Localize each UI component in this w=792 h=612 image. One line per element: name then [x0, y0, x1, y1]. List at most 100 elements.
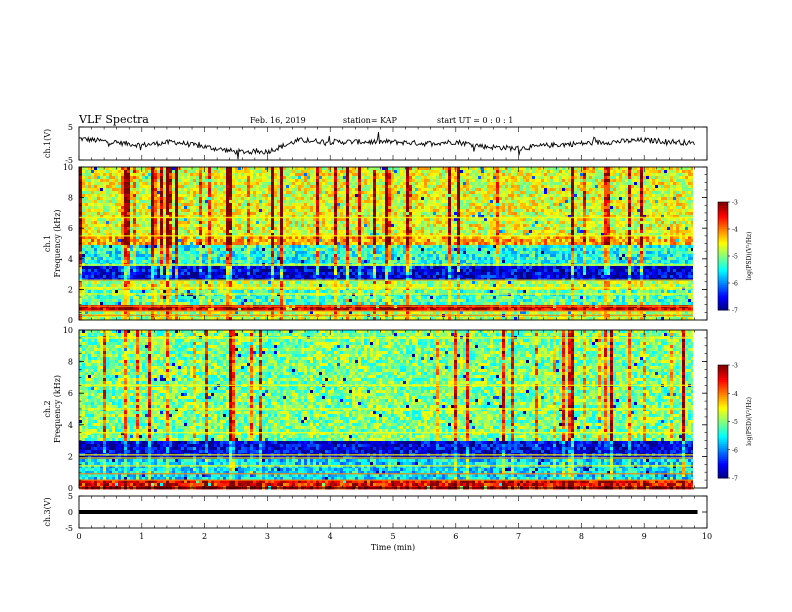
spectrogram-cell: [199, 176, 202, 180]
spectrogram-cell: [97, 224, 100, 228]
spectrogram-cell: [337, 170, 340, 174]
spectrogram-cell: [559, 224, 562, 228]
spectrogram-cell: [160, 182, 163, 186]
spectrogram-cell: [553, 221, 556, 225]
spectrogram-cell: [439, 179, 442, 183]
spectrogram-cell: [346, 203, 349, 207]
spectrogram-cell: [511, 209, 514, 213]
spectrogram-cell: [640, 224, 643, 228]
spectrogram-cell: [109, 212, 112, 216]
spectrogram-cell: [460, 206, 463, 210]
spectrogram-cell: [307, 179, 310, 183]
spectrogram-cell: [184, 170, 187, 174]
spectrogram-cell: [205, 212, 208, 216]
spectrogram-cell: [628, 200, 631, 204]
spectrogram-cell: [334, 200, 337, 204]
spectrogram-cell: [685, 188, 688, 192]
spectrogram-cell: [310, 230, 313, 234]
spectrogram-cell: [595, 176, 598, 180]
spectrogram-cell: [403, 200, 406, 204]
spectrogram-cell: [103, 167, 106, 171]
spectrogram-cell: [472, 200, 475, 204]
spectrogram-cell: [595, 200, 598, 204]
spectrogram-cell: [568, 191, 571, 195]
spectrogram-cell: [226, 221, 229, 225]
spectrogram-cell: [421, 173, 424, 177]
spectrogram-cell: [478, 176, 481, 180]
spectrogram-cell: [445, 203, 448, 207]
spectrogram-cell: [322, 170, 325, 174]
spectrogram-cell: [505, 179, 508, 183]
spectrogram-cell: [604, 173, 607, 177]
spectrogram-cell: [256, 224, 259, 228]
spectrogram-cell: [292, 191, 295, 195]
spectrogram-cell: [463, 170, 466, 174]
spectrogram-cell: [124, 170, 127, 174]
spectrogram-cell: [589, 170, 592, 174]
spectrogram-cell: [592, 230, 595, 234]
spectrogram-cell: [628, 194, 631, 198]
spectrogram-cell: [460, 230, 463, 234]
spectrogram-cell: [352, 209, 355, 213]
spectrogram-cell: [328, 194, 331, 198]
spectrogram-cell: [94, 218, 97, 222]
spectrogram-cell: [94, 209, 97, 213]
spectrogram-cell: [628, 173, 631, 177]
spectrogram-cell: [88, 194, 91, 198]
spectrogram-cell: [247, 209, 250, 213]
spectrogram-cell: [568, 188, 571, 192]
spectrogram-cell: [526, 227, 529, 231]
spectrogram-cell: [532, 185, 535, 189]
spectrogram-cell: [148, 239, 151, 243]
spectrogram-cell: [331, 206, 334, 210]
spectrogram-cell: [460, 188, 463, 192]
spectrogram-cell: [601, 167, 604, 171]
spectrogram-cell: [232, 221, 235, 225]
spectrogram-cell: [643, 185, 646, 189]
spectrogram-cell: [223, 176, 226, 180]
spectrogram-cell: [127, 221, 130, 225]
spectrogram-cell: [508, 176, 511, 180]
spectrogram-cell: [220, 197, 223, 201]
spectrogram-cell: [226, 188, 229, 192]
spectrogram-cell: [547, 227, 550, 231]
spectrogram-cell: [409, 212, 412, 216]
spectrogram-cell: [673, 209, 676, 213]
spectrogram-cell: [85, 239, 88, 243]
spectrogram-cell: [403, 209, 406, 213]
spectrogram-cell: [652, 227, 655, 231]
spectrogram-cell: [427, 170, 430, 174]
spectrogram-cell: [532, 227, 535, 231]
spectrogram-cell: [634, 194, 637, 198]
spectrogram-cell: [346, 200, 349, 204]
spectrogram-cell: [658, 206, 661, 210]
spectrogram-cell: [199, 197, 202, 201]
spectrogram-cell: [334, 167, 337, 171]
spectrogram-cell: [559, 206, 562, 210]
spectrogram-cell: [418, 176, 421, 180]
spectrogram-cell: [628, 170, 631, 174]
spectrogram-cell: [415, 227, 418, 231]
spectrogram-cell: [376, 224, 379, 228]
spectrogram-cell: [193, 185, 196, 189]
spectrogram-cell: [514, 200, 517, 204]
spectrogram-cell: [625, 194, 628, 198]
spectrogram-cell: [100, 179, 103, 183]
spectrogram-cell: [130, 188, 133, 192]
spectrogram-cell: [100, 185, 103, 189]
spectrogram-cell: [115, 206, 118, 210]
spectrogram-cell: [271, 209, 274, 213]
spectrogram-cell: [673, 194, 676, 198]
spectrogram-cell: [517, 206, 520, 210]
spectrogram-cell: [334, 188, 337, 192]
spectrogram-cell: [406, 191, 409, 195]
spectrogram-cell: [601, 212, 604, 216]
spectrogram-cell: [625, 230, 628, 234]
spectrogram-cell: [124, 221, 127, 225]
spectrogram-cell: [604, 197, 607, 201]
spectrogram-cell: [343, 203, 346, 207]
spectrogram-cell: [139, 188, 142, 192]
spectrogram-cell: [682, 224, 685, 228]
spectrogram-cell: [211, 224, 214, 228]
spectrogram-cell: [364, 185, 367, 189]
